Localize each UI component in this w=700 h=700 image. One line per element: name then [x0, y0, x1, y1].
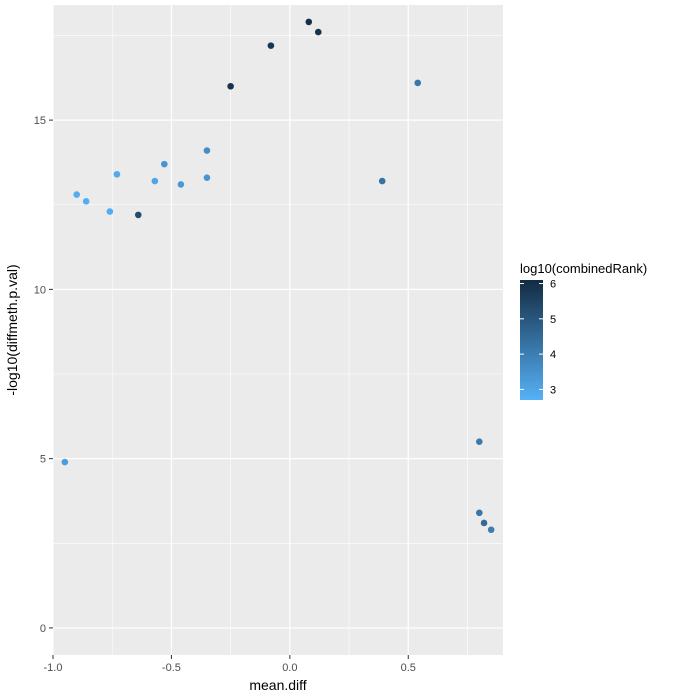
legend-ticks: 3 4 5 6 — [520, 279, 556, 396]
data-point — [82, 198, 90, 205]
data-point — [203, 174, 211, 181]
data-point — [106, 208, 114, 215]
x-tick-label: 0.0 — [282, 662, 297, 674]
data-point — [203, 147, 211, 154]
y-tick-label: 5 — [40, 454, 46, 466]
data-point — [476, 438, 483, 446]
data-point — [113, 170, 121, 178]
x-tick-label: -1.0 — [44, 662, 63, 674]
data-point — [476, 509, 483, 517]
major-gridlines — [52, 5, 503, 655]
x-tick-label: -0.5 — [162, 662, 181, 674]
data-point — [134, 211, 142, 219]
data-point — [414, 79, 422, 87]
legend-colorbar — [520, 280, 543, 400]
data-point — [480, 519, 488, 527]
data-point — [73, 191, 80, 198]
data-points — [61, 18, 495, 534]
data-point — [487, 526, 495, 534]
legend-title: log10(combinedRank) — [520, 261, 647, 276]
legend-tick-label: 3 — [550, 384, 556, 396]
data-point — [161, 160, 168, 168]
x-tick-label: 0.5 — [401, 662, 416, 674]
y-tick-label: 10 — [34, 284, 46, 296]
plot-panel — [53, 5, 503, 655]
x-axis-ticks: -1.0 -0.5 0.0 0.5 — [44, 655, 416, 674]
legend-tick-label: 4 — [550, 349, 556, 361]
color-legend: log10(combinedRank) 3 4 5 6 — [520, 261, 647, 400]
data-point — [267, 42, 275, 49]
y-tick-label: 0 — [40, 623, 46, 635]
legend-tick-label: 6 — [550, 279, 556, 291]
x-axis-title: mean.diff — [249, 677, 306, 693]
y-axis-title: -log10(diffmeth.p.val) — [4, 264, 20, 395]
data-point — [378, 177, 386, 185]
data-point — [61, 458, 69, 466]
data-point — [177, 181, 185, 188]
data-point — [227, 82, 234, 90]
legend-tick-label: 5 — [550, 314, 556, 326]
y-tick-label: 15 — [34, 115, 46, 127]
data-point — [314, 28, 322, 36]
y-axis-ticks: 0 5 10 15 — [34, 115, 53, 635]
minor-gridlines — [53, 5, 503, 655]
data-point — [305, 18, 313, 26]
data-point — [151, 177, 159, 185]
